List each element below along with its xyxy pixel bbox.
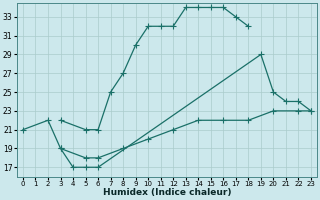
X-axis label: Humidex (Indice chaleur): Humidex (Indice chaleur) (103, 188, 231, 197)
